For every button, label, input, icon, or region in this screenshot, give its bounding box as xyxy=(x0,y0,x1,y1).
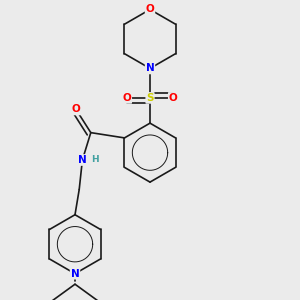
Text: S: S xyxy=(146,93,154,103)
Text: N: N xyxy=(78,155,87,165)
Text: O: O xyxy=(72,104,80,115)
Text: N: N xyxy=(146,63,154,74)
Text: N: N xyxy=(70,269,80,279)
Text: H: H xyxy=(91,155,99,164)
Text: O: O xyxy=(122,93,131,103)
Text: O: O xyxy=(169,93,178,103)
Text: O: O xyxy=(146,4,154,14)
